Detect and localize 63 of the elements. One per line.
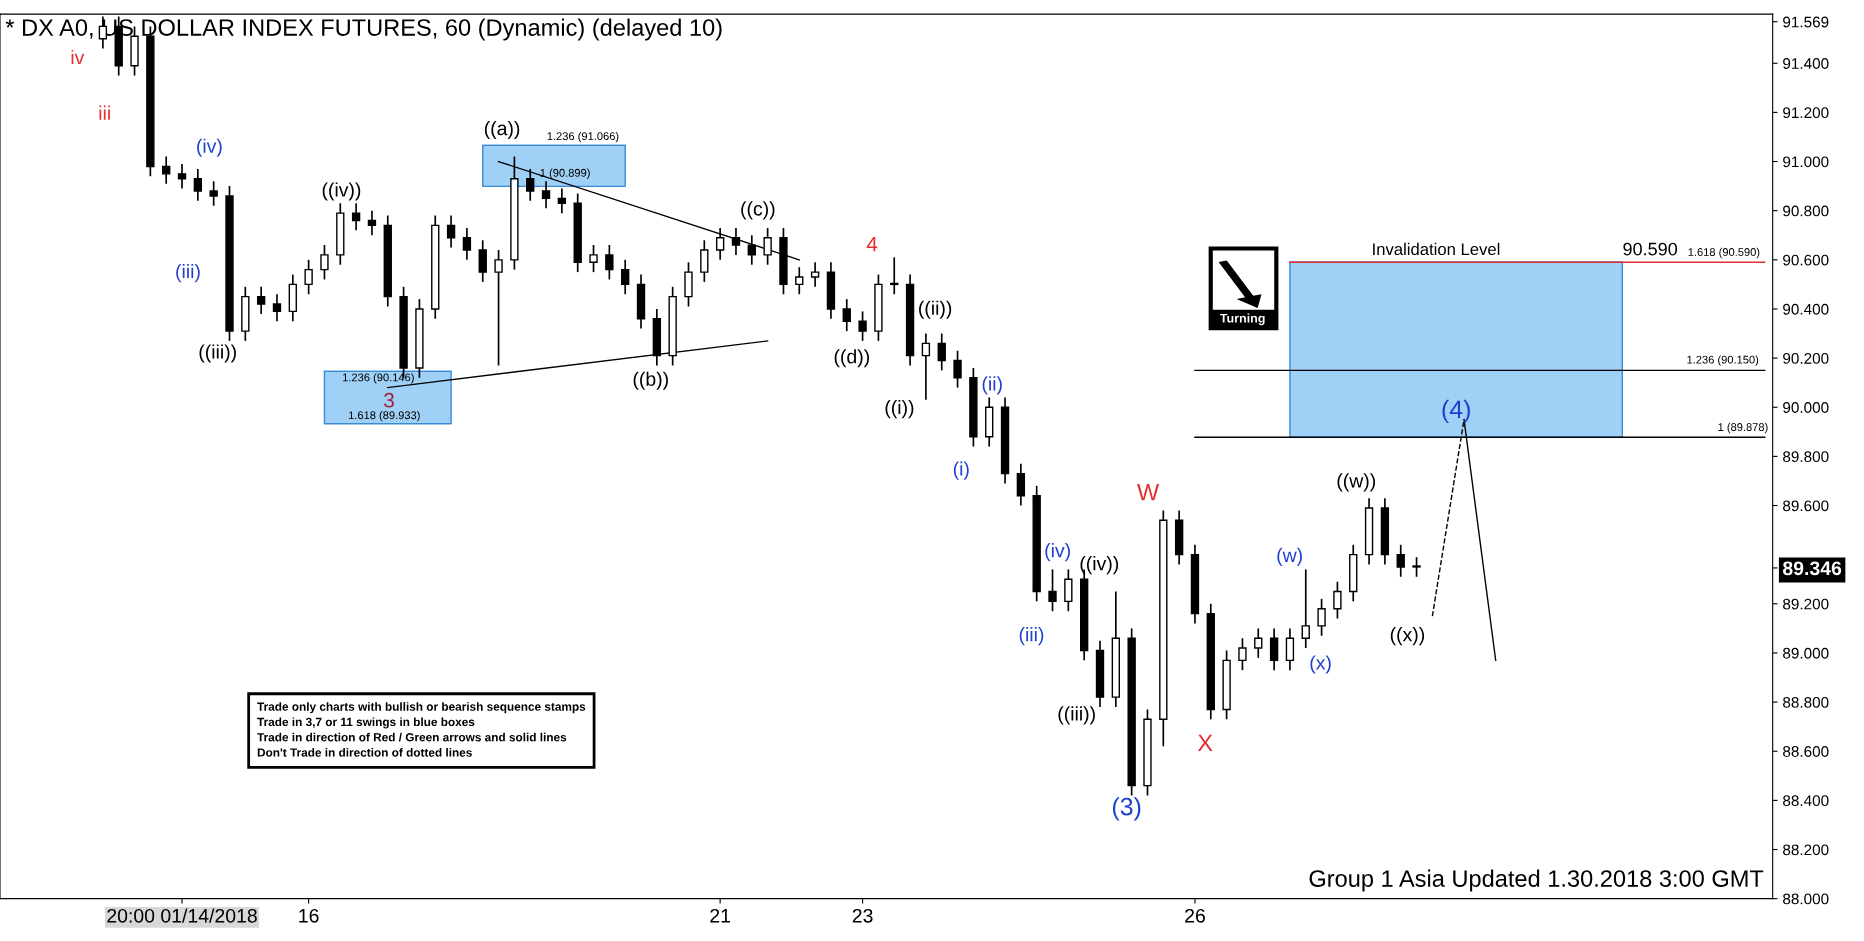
annotation: ((ii)) <box>919 300 952 319</box>
annotation: iv <box>71 49 85 65</box>
x-tick-label: 20:00 01/14/2018 <box>107 908 257 923</box>
annotation: ((d)) <box>834 349 869 368</box>
x-tick-label: 16 <box>299 908 319 923</box>
y-tick-label: 88.400 <box>1783 795 1829 807</box>
annotation: W <box>1137 484 1160 501</box>
y-tick-label: 89.800 <box>1783 451 1829 463</box>
annotation: 4 <box>866 236 878 252</box>
annotation: 90.590 <box>1623 242 1678 256</box>
annotation: 1.236 (91.066) <box>547 131 619 143</box>
y-tick-label: 90.200 <box>1783 352 1829 364</box>
y-tick-label: 90.000 <box>1783 402 1829 413</box>
annotation: (i) <box>953 461 969 480</box>
y-tick-label: 91.569 <box>1783 16 1829 28</box>
annotation: Invalidation Level <box>1373 242 1500 256</box>
y-tick-label: 89.600 <box>1783 500 1829 512</box>
x-tick-label: 26 <box>1185 908 1205 923</box>
annotation: (iv) <box>197 138 222 157</box>
y-tick-label: 88.800 <box>1783 696 1829 708</box>
y-tick-label: 89.000 <box>1783 647 1829 659</box>
y-tick-label: 91.400 <box>1783 58 1829 69</box>
annotation: ((c)) <box>741 201 775 220</box>
annotation: 3 <box>384 392 394 408</box>
annotation: 1.618 (90.590) <box>1688 247 1760 259</box>
x-tick-label: 21 <box>710 908 731 923</box>
annotation: 1.236 (90.150) <box>1687 355 1759 366</box>
annotation: Group 1 Asia Updated 1.30.2018 3:00 GMT <box>1309 869 1764 892</box>
annotation: ((iv)) <box>322 182 361 201</box>
y-tick-label: 88.000 <box>1783 893 1829 905</box>
annotation: (iii) <box>1019 627 1044 646</box>
annotation: 1.618 (89.933) <box>348 411 420 422</box>
annotation: (ii) <box>982 376 1002 395</box>
annotation: (iv) <box>1045 543 1070 562</box>
y-tick-label: 90.600 <box>1783 254 1829 266</box>
y-tick-label: 91.200 <box>1783 107 1829 119</box>
annotation: ((a)) <box>484 120 520 140</box>
y-tick-label: 89.200 <box>1783 598 1829 610</box>
x-tick-label: 23 <box>852 908 873 923</box>
annotation: iii <box>99 105 110 120</box>
annotation: ((b)) <box>633 371 668 390</box>
annotation: X <box>1197 734 1213 752</box>
annotation: (3) <box>1112 797 1141 821</box>
annotation: 1 (89.878) <box>1718 422 1768 434</box>
annotation: (iii) <box>176 264 200 283</box>
y-tick-label: 88.600 <box>1783 746 1829 757</box>
y-tick-label: 89.346 <box>1783 561 1842 576</box>
annotation: Trade only charts with bullish or bearish sequence stamps Trade in 3,7 or 11 swings in blue boxes Trade in direction of Red / Green arrows and solid lines Don't Trade in direction of dotted lines <box>257 702 586 757</box>
annotation: 1.236 (90.146) <box>343 373 414 384</box>
annotation: (w) <box>1277 547 1302 566</box>
annotation: ((i)) <box>885 400 914 419</box>
annotation: ((iv)) <box>1080 556 1119 575</box>
annotation: (4) <box>1442 399 1470 424</box>
y-tick-label: 88.200 <box>1783 844 1829 856</box>
annotation: ((iii)) <box>199 344 236 363</box>
annotation: ((w)) <box>1337 473 1376 492</box>
annotation: Turning <box>1219 313 1265 326</box>
annotation: (x) <box>1310 655 1331 674</box>
y-tick-label: 90.800 <box>1783 205 1829 217</box>
annotation: ((x)) <box>1390 627 1425 646</box>
y-tick-label: 91.000 <box>1783 156 1829 168</box>
annotation: ((iii)) <box>1058 706 1095 725</box>
y-tick-label: 90.400 <box>1783 303 1829 315</box>
